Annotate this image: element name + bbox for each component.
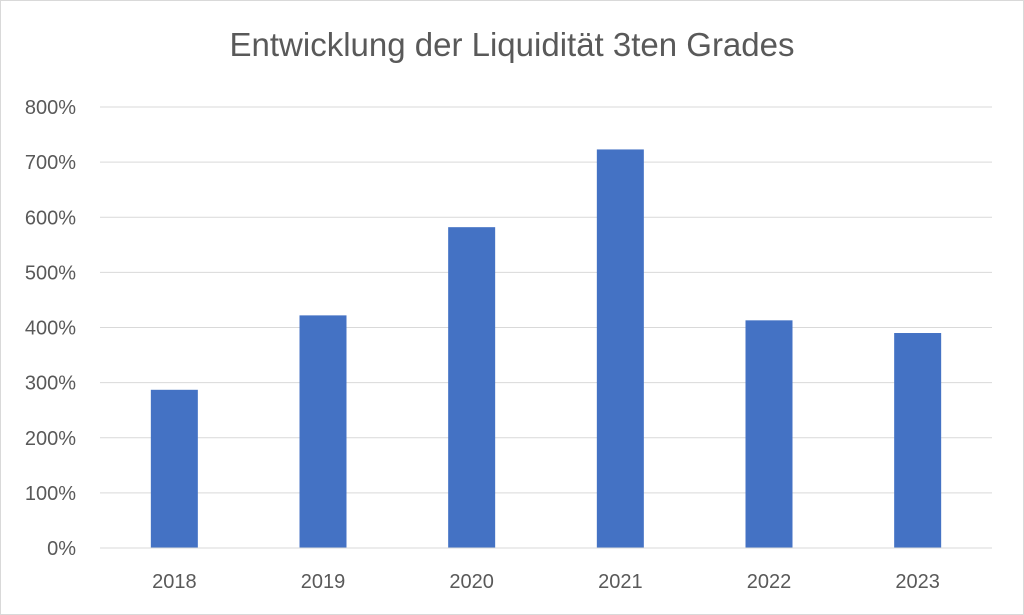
y-tick-label: 0% xyxy=(47,538,76,560)
bar-2018 xyxy=(150,389,198,548)
x-tick-label: 2020 xyxy=(449,571,494,593)
bar-2019 xyxy=(299,315,347,548)
bar-2020 xyxy=(448,227,496,549)
x-axis-ticks: 2018 2019 2020 2021 2022 2023 xyxy=(152,571,940,593)
x-tick-label: 2023 xyxy=(895,571,940,593)
y-axis-ticks: 0% 100% 200% 300% 400% 500% 600% 700% 800% xyxy=(25,97,76,560)
y-tick-label: 300% xyxy=(25,373,76,395)
y-tick-label: 800% xyxy=(25,97,76,119)
y-tick-label: 100% xyxy=(25,483,76,505)
y-tick-label: 500% xyxy=(25,262,76,284)
x-tick-label: 2019 xyxy=(301,571,346,593)
chart-title: Entwicklung der Liquidität 3ten Grades xyxy=(229,26,795,63)
y-tick-label: 200% xyxy=(25,428,76,450)
bar-2023 xyxy=(894,333,942,548)
gridlines xyxy=(100,106,992,494)
bar-2022 xyxy=(745,320,793,548)
x-tick-label: 2021 xyxy=(598,571,643,593)
x-tick-label: 2022 xyxy=(747,571,792,593)
x-tick-label: 2018 xyxy=(152,571,197,593)
y-tick-label: 400% xyxy=(25,318,76,340)
bars xyxy=(150,149,942,549)
bar-2021 xyxy=(596,149,644,549)
y-tick-label: 600% xyxy=(25,207,76,229)
y-tick-label: 700% xyxy=(25,152,76,174)
